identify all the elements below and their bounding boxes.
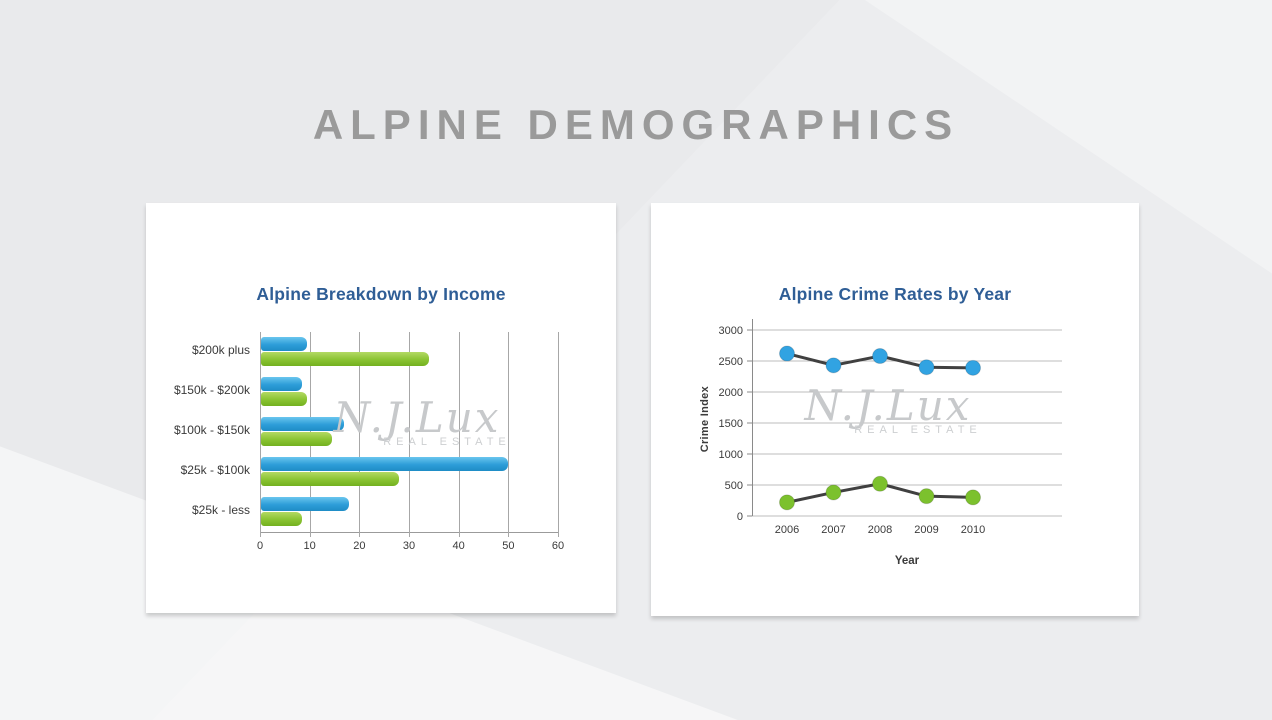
income-bar-chart: 0 10 20 30 40 50 60 $200k plus $150k - $200k $100… — [174, 332, 564, 552]
x-axis-tick-label: 0 — [256, 540, 264, 552]
bar-green-2 — [261, 432, 333, 446]
x-axis-tick-label: 10 — [303, 540, 316, 552]
bar-gridline — [260, 332, 261, 537]
bar-blue-3 — [261, 457, 509, 471]
bar-green-3 — [261, 472, 400, 486]
category-label: $25k - less — [191, 503, 250, 517]
crime-line-chart: 0 500 1000 1500 2000 2500 3000 2006 2007 2008 2009… — [719, 319, 1062, 536]
x-axis-tick-label: 2007 — [821, 524, 845, 536]
page-title: ALPINE DEMOGRAPHICS — [312, 101, 960, 148]
category-label: $100k - $150k — [173, 423, 250, 437]
x-axis-tick-label: 50 — [502, 540, 515, 552]
crime-chart-title: Alpine Crime Rates by Year — [778, 284, 1012, 304]
y-axis-tick-label: 1000 — [719, 449, 743, 461]
bar-blue-1 — [261, 377, 303, 391]
crime-chart-card: Alpine Crime Rates by Year 0 500 1000 1500 2… — [651, 203, 1139, 616]
bar-gridline — [409, 332, 410, 537]
income-chart-title: Alpine Breakdown by Income — [256, 284, 506, 304]
y-axis-tick-label: 0 — [737, 511, 743, 523]
x-axis-tick-label: 40 — [452, 540, 465, 552]
bar-green-1 — [261, 392, 308, 406]
bar-gridline — [458, 332, 460, 537]
data-point-green-2009 — [918, 488, 935, 505]
x-axis-label: Year — [894, 555, 920, 567]
y-axis-label: Crime Index — [699, 385, 711, 453]
data-point-green-2010 — [965, 489, 981, 506]
bar-gridline — [558, 332, 559, 537]
y-axis-tick-label: 3000 — [719, 325, 743, 337]
crime-line-chart-svg: 0 500 1000 1500 2000 2500 3000 2006 2007 2008 2009… — [719, 319, 1062, 536]
bar-green-0 — [261, 352, 429, 366]
y-axis-tick-label: 2500 — [719, 356, 743, 368]
x-axis-tick-label: 20 — [353, 540, 366, 552]
bar-green-4 — [261, 512, 303, 526]
bar-gridline — [359, 332, 361, 537]
income-chart-card: Alpine Breakdown by Income 0 10 20 30 40 50 60… — [146, 203, 616, 613]
data-point-blue-2008 — [872, 348, 888, 365]
data-point-blue-2006 — [779, 345, 795, 362]
category-label: $150k - $200k — [173, 383, 250, 397]
x-axis-tick-label: 2006 — [775, 524, 799, 536]
data-point-green-2008 — [872, 475, 888, 492]
bar-gridline — [508, 332, 510, 537]
x-axis-tick-label: 2010 — [961, 524, 985, 536]
x-axis-tick-label: 30 — [402, 540, 416, 552]
data-point-green-2006 — [779, 494, 795, 511]
x-axis-tick-label: 60 — [551, 540, 565, 552]
y-axis-tick-label: 500 — [725, 480, 743, 492]
data-point-blue-2007 — [825, 357, 842, 374]
data-point-blue-2010 — [965, 359, 981, 376]
data-point-green-2007 — [825, 484, 842, 501]
y-axis-tick-label: 1500 — [719, 418, 743, 430]
data-point-blue-2009 — [918, 359, 935, 376]
bar-blue-4 — [261, 497, 350, 511]
x-axis-tick-label: 2009 — [914, 524, 938, 536]
y-axis-tick-label: 2000 — [719, 387, 743, 399]
x-axis-tick-label: 2008 — [868, 524, 892, 536]
bar-blue-2 — [261, 417, 345, 431]
category-label: $200k plus — [191, 343, 250, 357]
category-label: $25k - $100k — [180, 463, 250, 477]
bar-blue-0 — [261, 337, 308, 351]
